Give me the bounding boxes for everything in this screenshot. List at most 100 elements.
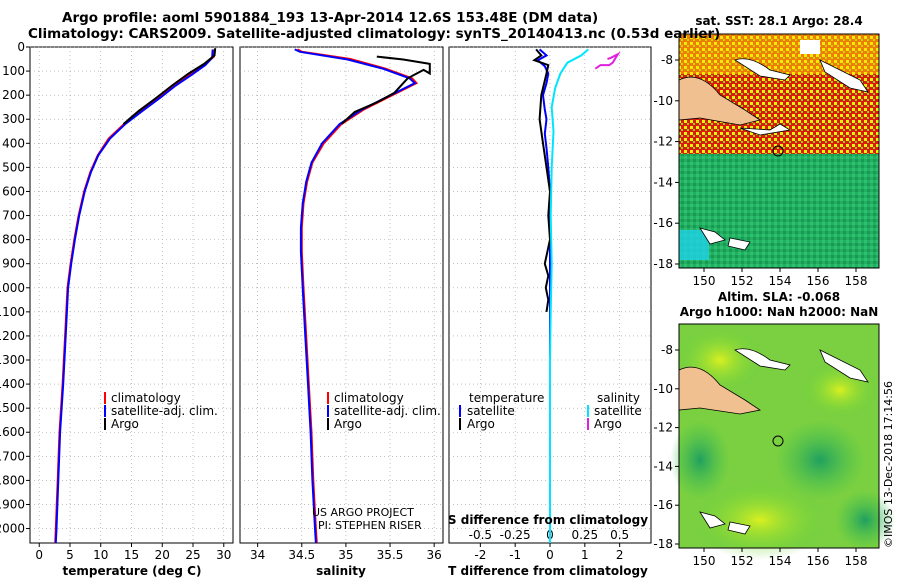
x-tick-label: 34 — [250, 548, 265, 562]
figure-title-line1: Argo profile: aoml 5901884_193 13-Apr-20… — [62, 10, 599, 26]
x-tick-label: 30 — [216, 548, 231, 562]
x-tick-label: 2 — [616, 548, 624, 562]
map-y-tick-label: -12 — [653, 421, 673, 435]
depth-tick-label: 2000 — [0, 522, 25, 536]
map-y-tick-label: -8 — [661, 343, 673, 357]
imos-timestamp: ©IMOS 13-Dec-2018 17:14:56 — [882, 381, 895, 548]
legend-label: climatology — [111, 391, 181, 405]
map-x-tick-label: 152 — [731, 274, 754, 288]
legend-label: Argo — [594, 417, 622, 431]
sst-map-title: sat. SST: 28.1 Argo: 28.4 — [695, 14, 862, 28]
x-tick-label: 15 — [124, 548, 139, 562]
depth-tick-label: 400 — [2, 136, 25, 150]
depth-tick-label: 500 — [2, 160, 25, 174]
map-x-tick-label: 154 — [769, 274, 792, 288]
salinity-legend: climatology satellite-adj. clim. Argo — [327, 391, 441, 431]
map-x-tick-label: 156 — [807, 554, 830, 568]
map-y-tick-label: -10 — [653, 382, 673, 396]
map-y-tick-label: -10 — [653, 94, 673, 108]
s-tick-label: 0.5 — [610, 528, 629, 542]
map-x-tick-label: 158 — [845, 274, 868, 288]
legend-label: satellite-adj. clim. — [334, 404, 441, 418]
legend-label: satellite-adj. clim. — [111, 404, 218, 418]
depth-tick-label: 200 — [2, 88, 25, 102]
map-y-tick-label: -12 — [653, 135, 673, 149]
argo-float-marker — [772, 145, 784, 157]
x-tick-label: 36 — [427, 548, 442, 562]
map-x-tick-label: 154 — [769, 554, 792, 568]
x-tick-label: -1 — [509, 548, 521, 562]
s-tick-label: 0.25 — [571, 528, 598, 542]
map-y-tick-label: -18 — [653, 537, 673, 551]
x-tick-label: 5 — [66, 548, 74, 562]
series-line-climatology — [296, 48, 419, 544]
map-x-tick-label: 158 — [845, 554, 868, 568]
series-line-satellite-adj-clim- — [294, 48, 417, 544]
depth-tick-label: 300 — [2, 112, 25, 126]
legend-heading-temperature: temperature — [469, 391, 544, 405]
depth-tick-label: 1700 — [0, 449, 25, 463]
sla-map — [670, 323, 895, 560]
map-x-tick-label: 156 — [807, 274, 830, 288]
panel-gridlines — [30, 46, 651, 543]
depth-tick-label: 100 — [2, 64, 25, 78]
series-line-s-satellite — [549, 48, 589, 543]
legend-label: climatology — [334, 391, 404, 405]
sla-map-title: Altim. SLA: -0.068 — [718, 290, 840, 304]
map-x-tick-label: 152 — [731, 554, 754, 568]
sla-map-axes: 150 152 154 156 158 -8 -10 -12 -14 -16 -18 — [653, 343, 867, 568]
x-tick-label: -2 — [474, 548, 486, 562]
salinity-panel — [239, 46, 444, 544]
series-line-t-argo — [532, 48, 552, 313]
series-line-s-argo — [594, 51, 621, 70]
legend-label: Argo — [467, 417, 495, 431]
temperature-axis-label: temperature (deg C) — [63, 564, 202, 578]
credit-pi: PI: STEPHEN RISER — [318, 519, 422, 532]
s-tick-label: -0.5 — [469, 528, 492, 542]
credit-project: US ARGO PROJECT — [312, 506, 414, 519]
sst-map-axes: 150 152 154 156 158 -8 -10 -12 -14 -16 -18 — [653, 53, 867, 288]
x-tick-label: 25 — [185, 548, 200, 562]
depth-tick-label: 1000 — [0, 281, 25, 295]
depth-tick-label: 1900 — [0, 497, 25, 511]
x-tick-label: 35 — [338, 548, 353, 562]
x-tick-label: 35.5 — [377, 548, 404, 562]
map-y-tick-label: -16 — [653, 498, 673, 512]
x-tick-label: 0 — [546, 548, 554, 562]
x-tick-label: 0 — [35, 548, 43, 562]
depth-tick-label: 1300 — [0, 353, 25, 367]
map-y-tick-label: -18 — [653, 257, 673, 271]
temperature-legend: climatology satellite-adj. clim. Argo — [104, 391, 218, 431]
x-tick-label: 1 — [581, 548, 589, 562]
legend-label: Argo — [111, 417, 139, 431]
argo-float-marker — [772, 435, 784, 447]
map-y-tick-label: -16 — [653, 216, 673, 230]
profile-series — [54, 48, 621, 544]
s-difference-axis-label: S difference from climatology — [448, 513, 648, 527]
depth-tick-label: 0 — [17, 40, 25, 54]
series-line-argo — [340, 55, 431, 125]
difference-axis-label: T difference from climatology — [448, 564, 648, 578]
series-line-argo — [122, 48, 217, 125]
figure-title-line2: Climatology: CARS2009. Satellite-adjuste… — [28, 26, 721, 42]
depth-tick-label: 1400 — [0, 377, 25, 391]
difference-legend: temperature satellite Argo salinity sate… — [459, 391, 642, 431]
depth-tick-label: 600 — [2, 184, 25, 198]
salinity-axis-label: salinity — [316, 564, 366, 578]
depth-tick-label: 1100 — [0, 305, 25, 319]
depth-tick-label: 900 — [2, 257, 25, 271]
depth-tick-label: 1600 — [0, 425, 25, 439]
legend-label: Argo — [334, 417, 362, 431]
s-tick-label: -0.25 — [500, 528, 531, 542]
series-line-climatology — [54, 49, 216, 544]
sst-map — [678, 33, 880, 269]
depth-axis: 0 100 200 300 400 500 600 700 800 900 1000 1100 1200… — [0, 40, 30, 536]
legend-heading-salinity: salinity — [597, 391, 640, 405]
x-tick-label: 34.5 — [288, 548, 315, 562]
legend-label: satellite — [594, 404, 642, 418]
map-y-tick-label: -8 — [661, 53, 673, 67]
series-line-satellite-adj-clim- — [54, 49, 214, 544]
x-tick-label: 10 — [93, 548, 108, 562]
depth-tick-label: 1800 — [0, 473, 25, 487]
